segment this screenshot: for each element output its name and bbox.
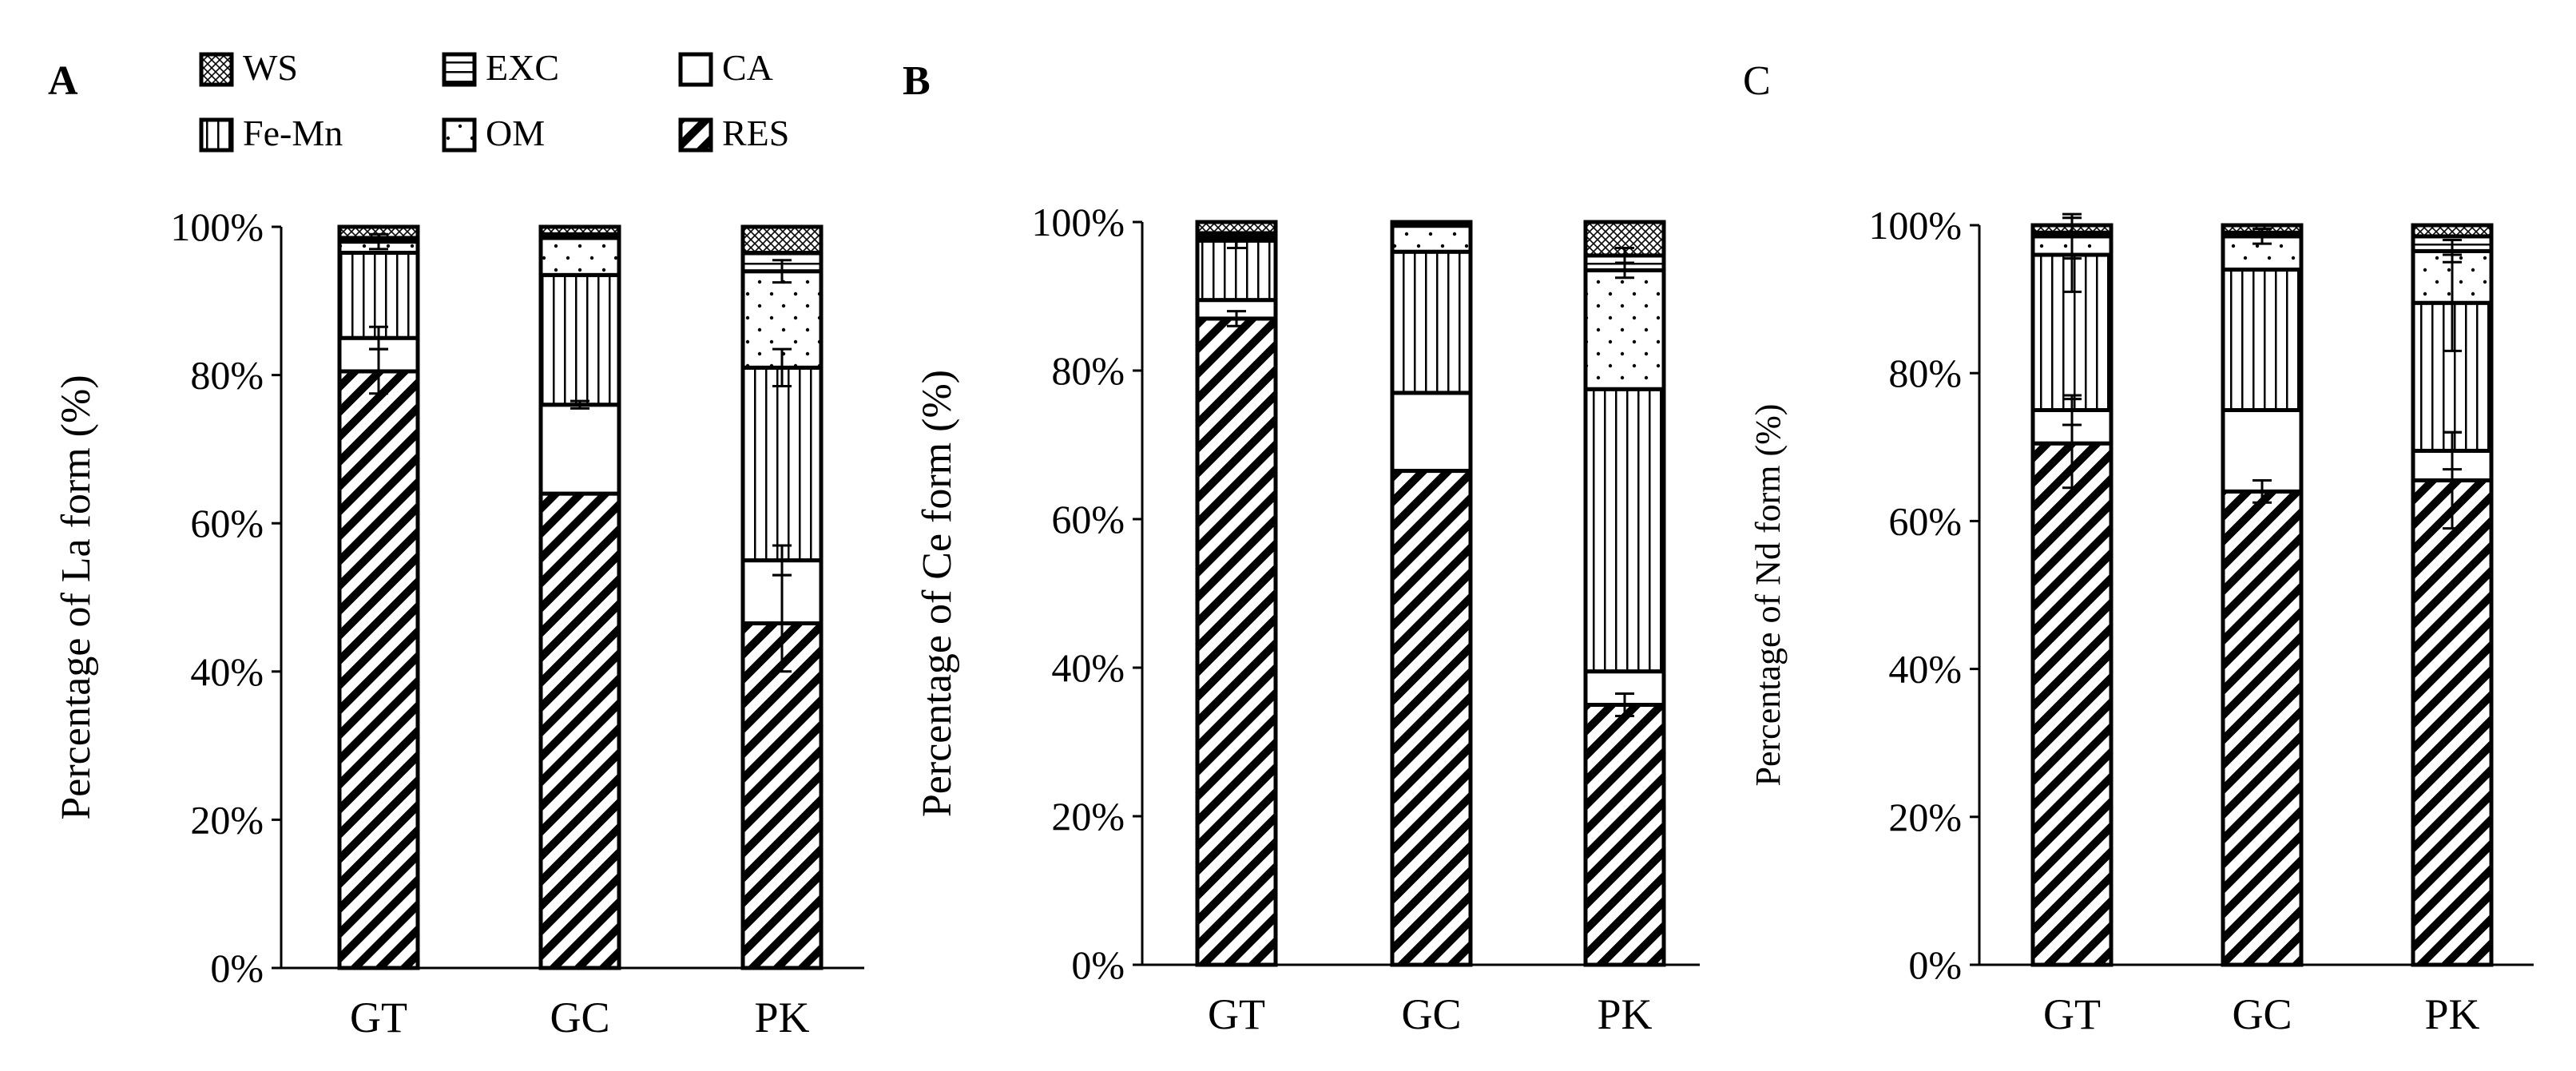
legend-label-om: OM (486, 113, 545, 153)
legend-swatch-fe-mn (199, 117, 234, 153)
bar-segment-om-pk (1583, 268, 1666, 391)
y-tick-label: 100% (1868, 203, 1962, 248)
x-category-label: PK (2424, 990, 2479, 1038)
bar-segment-res-gc (2221, 489, 2304, 967)
y-tick-label: 40% (1051, 645, 1125, 690)
y-tick-label: 40% (190, 649, 264, 694)
x-category-label: PK (1597, 990, 1652, 1038)
bar-segment-om-gc (1390, 224, 1473, 254)
y-tick-label: 20% (1051, 794, 1125, 839)
legend-label-ca: CA (722, 47, 773, 88)
legend-item-res: RES (678, 113, 789, 153)
legend-item-fe-mn: Fe-Mn (199, 113, 343, 153)
bar-segment-fe-mn-gt (1195, 238, 1278, 303)
y-tick-label: 20% (1888, 795, 1962, 839)
x-category-label: GT (2043, 990, 2101, 1038)
bar-segment-fe-mn-gc (538, 272, 621, 407)
y-tick-label: 20% (190, 797, 264, 842)
legend-swatch-res (678, 117, 713, 153)
bar-segment-ws-pk (740, 224, 824, 255)
bar-segment-ws-pk (2411, 223, 2494, 239)
legend-label-ws: WS (243, 47, 298, 88)
bar-segment-ca-gc (538, 403, 621, 496)
y-tick-label: 40% (1888, 647, 1962, 692)
bar-segment-res-gc (538, 491, 621, 970)
bar-segment-fe-mn-gt (337, 250, 420, 340)
y-axis-title: Percentage of Nd form (%) (1748, 404, 1788, 787)
legend-item-exc: EXC (442, 47, 559, 88)
bar-segment-res-pk (2411, 478, 2494, 967)
x-category-label: PK (754, 994, 809, 1041)
y-tick-label: 0% (210, 946, 264, 990)
legend-swatch-ca (678, 52, 713, 87)
x-category-label: GC (2232, 990, 2292, 1038)
y-tick-label: 60% (1888, 498, 1962, 543)
x-category-label: GT (1208, 990, 1265, 1038)
y-axis-title: Percentage of Ce form (%) (915, 370, 960, 817)
bar-segment-res-pk (1583, 703, 1666, 967)
y-tick-label: 100% (170, 204, 264, 249)
bar-segment-ws-gc (538, 224, 621, 236)
x-category-label: GT (350, 994, 407, 1041)
y-tick-label: 80% (190, 353, 264, 398)
bar-segment-ca-gc (1390, 391, 1473, 474)
bar-segment-fe-mn-pk (1583, 387, 1666, 674)
panel-letter-b: B (903, 58, 931, 104)
bar-segment-om-gc (538, 236, 621, 277)
legend-swatch-ws (199, 52, 234, 87)
y-tick-label: 60% (1051, 497, 1125, 541)
bar-segment-ws-gt (1195, 220, 1278, 236)
legend-item-ca: CA (678, 47, 773, 88)
legend-label-exc: EXC (486, 47, 559, 88)
legend-swatch-exc (442, 52, 477, 87)
panel-a-la: 0% 20% 40% 60% 80% 100% Percentage of La form … (54, 204, 864, 1041)
bar-segment-res-gc (1390, 469, 1473, 967)
panel-c-nd: 0% 20% 40% 60% 80% 100% Percentage of Nd form … (1748, 203, 2534, 1038)
x-category-label: GC (1401, 990, 1461, 1038)
legend-label-fe-mn: Fe-Mn (243, 113, 343, 153)
y-tick-label: 80% (1888, 351, 1962, 395)
legend-item-ws: WS (199, 47, 298, 88)
legend: WS EXC CA Fe-Mn OM RES (199, 47, 789, 153)
bar-segment-fe-mn-pk (740, 365, 824, 563)
panel-letter-c: C (1743, 58, 1771, 104)
legend-label-res: RES (722, 113, 789, 153)
bar-segment-ws-gc (1390, 220, 1473, 226)
bar-segment-res-gt (337, 369, 420, 970)
bar-segment-res-pk (740, 621, 824, 970)
y-tick-label: 80% (1051, 348, 1125, 393)
y-tick-label: 100% (1031, 200, 1125, 244)
y-tick-label: 60% (190, 501, 264, 545)
bar-segment-res-gt (1195, 316, 1278, 967)
panel-letter-a: A (48, 58, 78, 104)
legend-item-om: OM (442, 113, 545, 153)
y-axis-title: Percentage of La form (%) (54, 375, 99, 819)
bar-segment-fe-mn-gc (2221, 268, 2304, 412)
x-category-label: GC (550, 994, 609, 1041)
panel-b-ce: 0% 20% 40% 60% 80% 100% Percentage of Ce form … (915, 200, 1700, 1038)
bar-segment-res-gt (2030, 441, 2114, 967)
bar-segment-fe-mn-gc (1390, 249, 1473, 395)
y-tick-label: 0% (1908, 942, 1962, 987)
legend-swatch-om (442, 117, 477, 153)
y-tick-label: 0% (1071, 942, 1125, 987)
